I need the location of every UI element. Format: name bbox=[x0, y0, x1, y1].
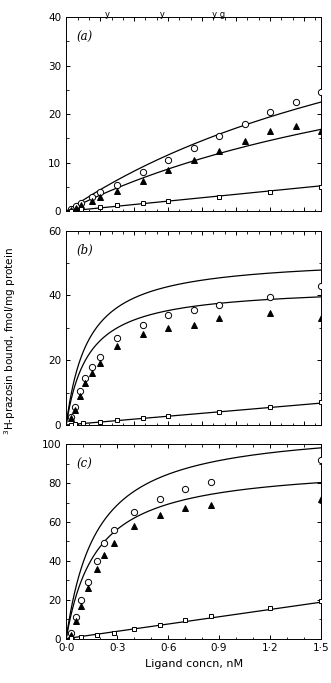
Text: $^{3}$H-prazosin bound, fmol/mg protein: $^{3}$H-prazosin bound, fmol/mg protein bbox=[2, 248, 18, 435]
X-axis label: Ligand concn, nM: Ligand concn, nM bbox=[145, 659, 243, 669]
Text: (a): (a) bbox=[76, 31, 93, 44]
Text: y                   y                  y g: y y y g bbox=[106, 10, 225, 19]
Text: (c): (c) bbox=[76, 458, 92, 471]
Text: (b): (b) bbox=[76, 245, 93, 257]
